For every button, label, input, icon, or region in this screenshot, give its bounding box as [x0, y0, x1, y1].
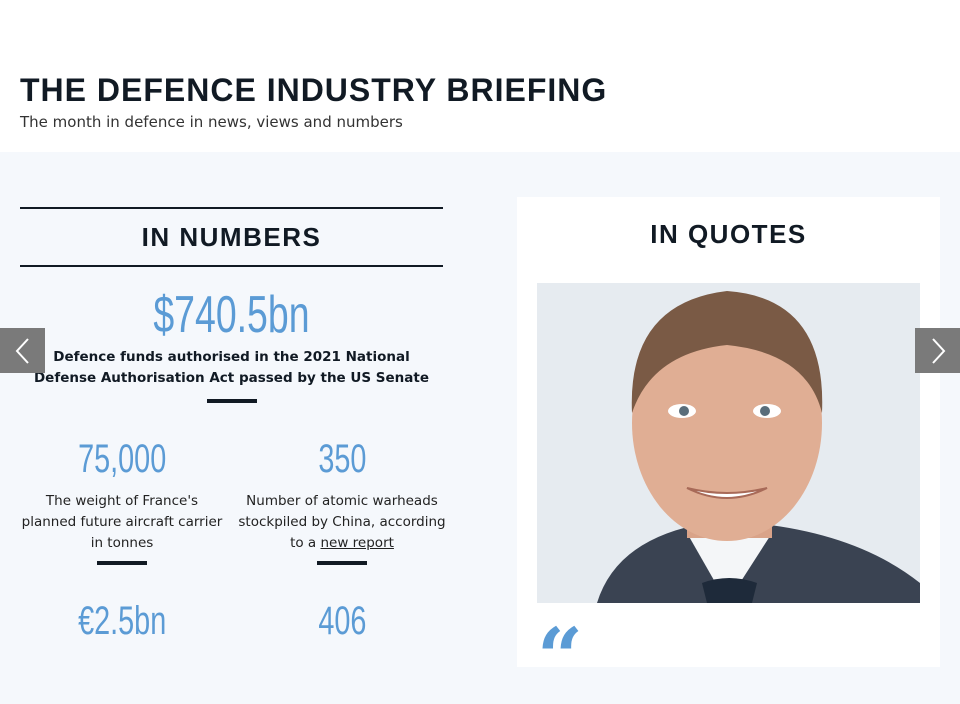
featured-description: Defence funds authorised in the 2021 Nat… [33, 349, 430, 386]
stat-item: 406 [317, 599, 367, 643]
next-button[interactable] [915, 328, 960, 373]
divider [317, 561, 367, 565]
chevron-right-icon [931, 337, 945, 364]
stat-item: 75,000 The weight of France's planned fu… [21, 437, 223, 551]
page-subtitle: The month in defence in news, views and … [20, 113, 403, 131]
header: THE DEFENCE INDUSTRY BRIEFING The month … [0, 0, 960, 152]
quote-mark-icon: “ [537, 610, 584, 704]
stat-item: 350 Number of atomic warheads stockpiled… [238, 437, 446, 551]
in-numbers-section: IN NUMBERS $740.5bn Defence funds author… [20, 207, 446, 643]
page-title: THE DEFENCE INDUSTRY BRIEFING [20, 72, 608, 108]
section-heading: IN NUMBERS [20, 207, 443, 267]
divider [97, 561, 147, 565]
stat-item: €2.5bn [77, 599, 167, 643]
divider [207, 399, 257, 403]
featured-number: $740.5bn [153, 286, 310, 344]
chevron-left-icon [15, 337, 29, 364]
speaker-photo [537, 283, 920, 603]
section-heading: IN QUOTES [650, 219, 807, 249]
new-report-link[interactable]: new report [320, 535, 394, 551]
in-quotes-card: IN QUOTES “ [517, 197, 940, 697]
prev-button[interactable] [0, 328, 45, 373]
